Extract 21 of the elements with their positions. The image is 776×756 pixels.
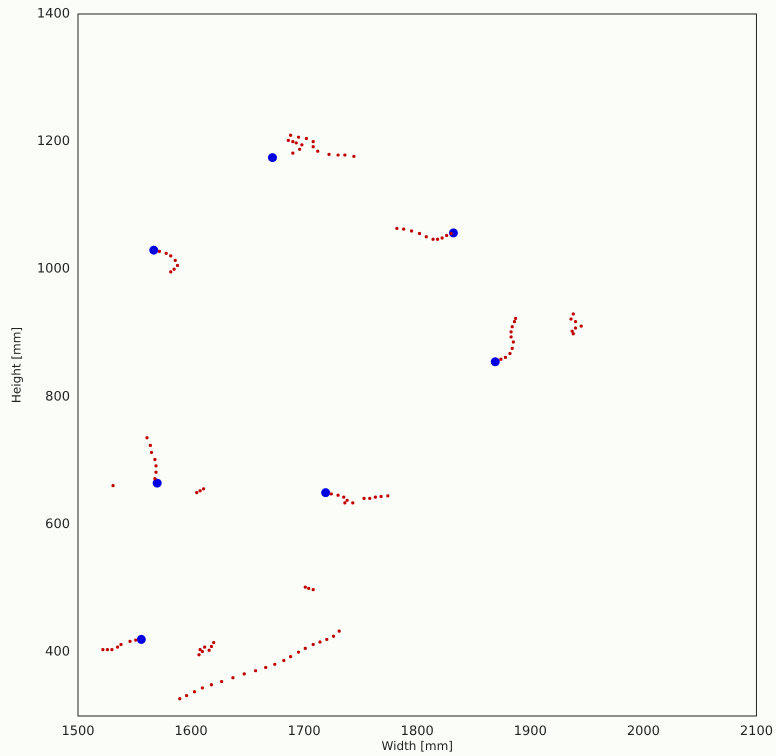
- x-tick-label: 1700: [288, 724, 321, 740]
- x-tick-label: 1800: [400, 724, 434, 740]
- y-tick-label: 400: [45, 644, 70, 660]
- point: [149, 246, 158, 255]
- point: [490, 357, 500, 366]
- x-tick-label: 2100: [740, 724, 774, 740]
- x-tick-label: 1900: [514, 724, 547, 740]
- x-tick-label: 1600: [174, 724, 208, 740]
- x-tick-label: 1500: [61, 724, 95, 740]
- y-tick-label: 1000: [36, 262, 70, 277]
- y-tick-label: 800: [45, 389, 70, 404]
- point: [152, 478, 162, 488]
- y-tick-label: 600: [45, 516, 70, 532]
- y-tick-label: 1400: [36, 6, 70, 22]
- point: [136, 634, 146, 644]
- y-tick-label: 1200: [36, 134, 70, 150]
- y-axis-title: Height [mm]: [9, 326, 24, 404]
- x-tick-label: 2000: [626, 724, 660, 740]
- x-axis-title: Width [mm]: [382, 738, 453, 753]
- point: [321, 488, 330, 498]
- point: [268, 153, 277, 162]
